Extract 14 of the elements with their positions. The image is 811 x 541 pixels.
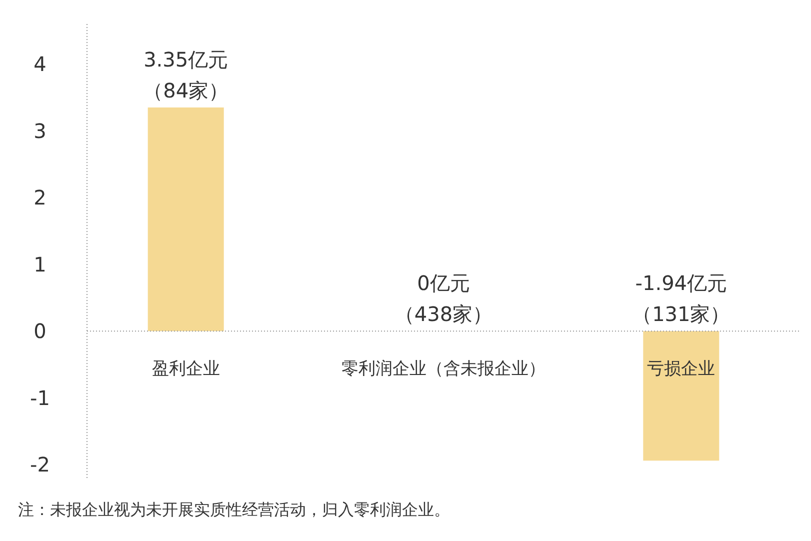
y-tick-label: -2 [30,452,50,477]
y-tick-label: 2 [34,186,46,210]
x-tick-label: 盈利企业 [152,359,220,380]
data-label: 3.35亿元（84家） [143,47,229,102]
data-label: -1.94亿元（131家） [632,271,730,326]
x-tick-label: 零利润企业（含未报企业） [342,359,546,380]
y-tick-label: 0 [34,319,46,344]
data-label: 0亿元（438家） [394,271,493,326]
y-tick-label: -1 [30,386,50,410]
y-tick-label: 1 [34,252,46,276]
y-tick-label: 4 [34,52,46,76]
x-tick-label: 亏损企业 [647,359,716,380]
text: 注：未报企业视为未开展实质性经营活动，归入零利润企业。 [18,500,450,519]
y-tick-label: 3 [34,118,46,143]
